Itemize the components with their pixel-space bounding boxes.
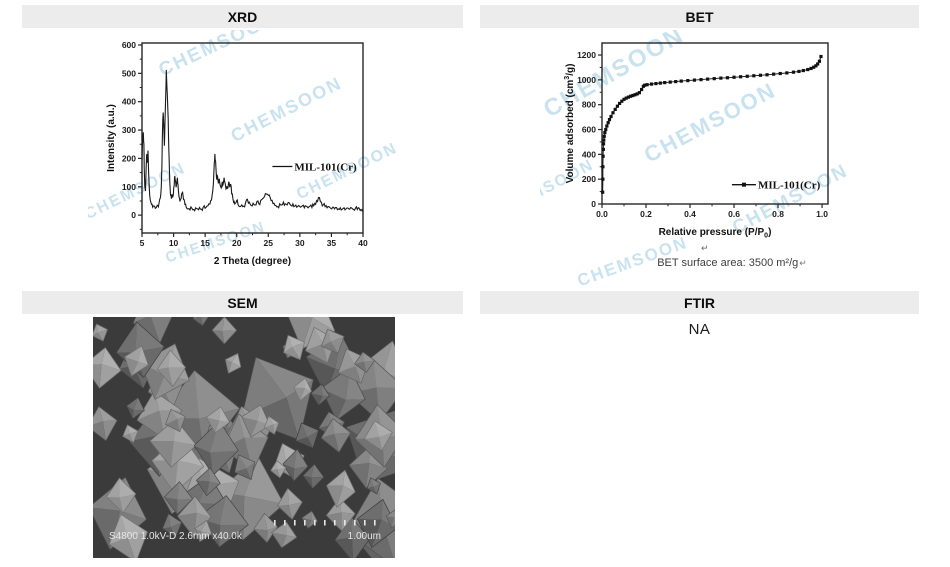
svg-text:300: 300	[122, 125, 136, 135]
svg-text:Volume adsorbed (cm3/g): Volume adsorbed (cm3/g)	[564, 64, 576, 184]
bet-chart: 0.0 0.2 0.4 0.6 0.8 1.0 0 200 400 600 800 1000 1200 R…	[564, 42, 829, 240]
ftir-na-text: NA	[688, 321, 711, 338]
bet-caption-text: BET surface area: 3500 m²/g	[657, 257, 799, 269]
svg-text:200: 200	[122, 153, 136, 163]
svg-text:800: 800	[582, 100, 596, 110]
svg-text:25: 25	[264, 238, 274, 248]
svg-text:0: 0	[591, 199, 596, 209]
svg-text:Intensity (a.u.): Intensity (a.u.)	[106, 104, 117, 172]
svg-text:30: 30	[295, 238, 305, 248]
svg-text:1200: 1200	[577, 50, 596, 60]
panel-header-xrd: XRD	[22, 5, 463, 28]
svg-text:5: 5	[140, 238, 145, 248]
svg-text:200: 200	[582, 174, 596, 184]
svg-text:1.0: 1.0	[816, 209, 828, 219]
panel-header-bet: BET	[480, 5, 919, 28]
svg-text:Relative pressure (P/P0): Relative pressure (P/P0)	[659, 227, 772, 240]
svg-text:15: 15	[200, 238, 210, 248]
svg-text:400: 400	[582, 149, 596, 159]
panel-title-bet: BET	[685, 8, 714, 25]
svg-text:500: 500	[122, 68, 136, 78]
panel-title-sem: SEM	[227, 294, 258, 311]
svg-text:0.0: 0.0	[596, 209, 608, 219]
panel-header-sem: SEM	[22, 291, 463, 314]
return-mark-icon: ↵	[799, 258, 807, 268]
svg-text:MIL-101(Cr): MIL-101(Cr)	[758, 180, 821, 192]
sem-info-text: S4800 1.0kV-D 2.6mm x40.0k	[109, 531, 243, 542]
bet-surface-area-caption: BET surface area: 3500 m²/g↵	[582, 257, 882, 269]
svg-text:20: 20	[232, 238, 242, 248]
svg-text:0.2: 0.2	[640, 209, 652, 219]
svg-text:600: 600	[582, 125, 596, 135]
sem-scale-label: 1.00um	[348, 531, 381, 542]
svg-text:100: 100	[122, 182, 136, 192]
sem-micrograph: S4800 1.0kV-D 2.6mm x40.0k 1.00um	[93, 317, 395, 558]
panel-title-ftir: FTIR	[683, 294, 716, 311]
svg-text:10: 10	[169, 238, 179, 248]
svg-text:0.6: 0.6	[728, 209, 740, 219]
return-mark-icon: ↵	[701, 243, 709, 253]
svg-text:0.4: 0.4	[684, 209, 696, 219]
panel-title-xrd: XRD	[227, 8, 258, 25]
svg-text:600: 600	[122, 40, 136, 50]
svg-text:400: 400	[122, 97, 136, 107]
svg-text:1000: 1000	[577, 75, 596, 85]
svg-text:2 Theta (degree): 2 Theta (degree)	[214, 256, 291, 267]
svg-text:0.8: 0.8	[772, 209, 784, 219]
svg-text:0: 0	[131, 210, 136, 220]
panel-header-ftir: FTIR	[480, 291, 919, 314]
svg-text:35: 35	[327, 238, 337, 248]
svg-text:40: 40	[358, 238, 368, 248]
svg-text:MIL-101(Cr): MIL-101(Cr)	[294, 162, 357, 174]
